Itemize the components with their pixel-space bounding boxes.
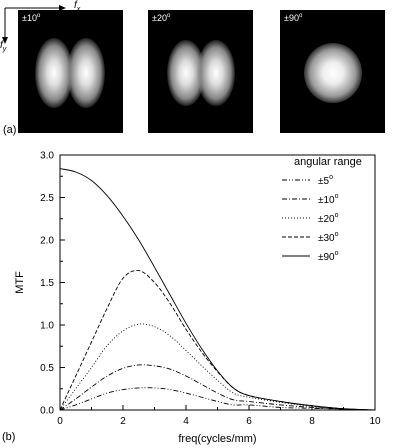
y-tick-label: 1.0	[40, 321, 54, 332]
mtf-chart: 0 2 4 6 8 10 0.0 0.5 1.0 1.5 2.0 2.5 3.0 freq(cycles/…	[14, 151, 381, 446]
legend-degree: o	[335, 193, 339, 200]
panel-label: ±20o	[152, 13, 171, 23]
legend-title: angular range	[294, 156, 362, 168]
caption-b: (b)	[2, 431, 16, 443]
legend-degree: o	[335, 212, 339, 219]
lobe-right	[197, 40, 235, 106]
series-line	[59, 270, 376, 411]
psf-panel-90: ±90o	[280, 10, 385, 133]
plot-frame	[59, 154, 376, 411]
legend-label: ±90o	[318, 250, 339, 263]
fy-axis-label: fy	[0, 40, 7, 53]
series-line	[59, 323, 376, 411]
series-line	[59, 364, 376, 411]
series-line	[59, 387, 376, 411]
central-spot	[304, 43, 362, 103]
x-tick-label: 2	[120, 416, 126, 427]
series-line	[59, 168, 376, 411]
caption-a: (a)	[3, 124, 17, 136]
legend-label: ±5o	[318, 174, 333, 187]
y-axis-title: MTF	[14, 271, 26, 294]
legend-label: ±10o	[318, 193, 339, 206]
x-tick-label: 6	[246, 416, 252, 427]
y-tick-label: 2.0	[40, 236, 54, 247]
y-tick-label: 3.0	[40, 151, 54, 162]
panel-label: ±90o	[284, 13, 303, 23]
lobe-right	[67, 38, 105, 108]
fx-axis-label: fx	[74, 0, 80, 13]
legend-degree: o	[335, 231, 339, 238]
x-tick-label: 8	[309, 416, 315, 427]
frequency-axes-indicator	[2, 5, 66, 44]
panel-label: ±10o	[22, 13, 41, 23]
x-tick-label: 4	[183, 416, 189, 427]
y-tick-label: 0.0	[40, 406, 54, 417]
legend-label: ±20o	[318, 212, 339, 225]
lobe-left	[35, 38, 73, 108]
y-tick-label: 0.5	[40, 363, 54, 374]
psf-panel-10: ±10o	[18, 10, 123, 133]
legend-degree: o	[335, 250, 339, 257]
psf-panel-20: ±20o	[148, 10, 253, 133]
x-tick-label: 10	[369, 416, 381, 427]
legend-label: ±30o	[318, 231, 339, 244]
y-tick-label: 2.5	[40, 193, 54, 204]
x-axis-title: freq(cycles/mm)	[178, 433, 256, 445]
legend-degree: o	[329, 174, 333, 181]
y-tick-label: 1.5	[40, 278, 54, 289]
x-tick-label: 0	[57, 416, 63, 427]
